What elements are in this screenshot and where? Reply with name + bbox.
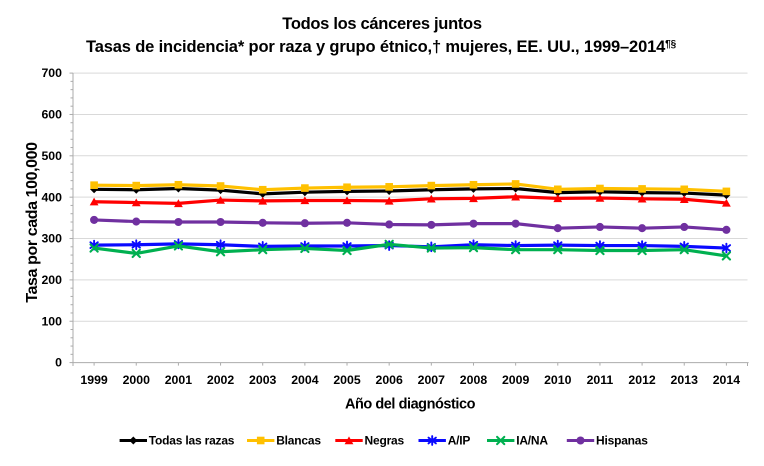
svg-text:2007: 2007 xyxy=(418,373,446,387)
svg-text:2012: 2012 xyxy=(628,373,656,387)
svg-text:0: 0 xyxy=(55,356,62,370)
svg-text:500: 500 xyxy=(41,149,62,163)
svg-text:Blancas: Blancas xyxy=(276,434,321,448)
svg-text:700: 700 xyxy=(41,66,62,80)
svg-text:Todos los cánceres juntos: Todos los cánceres juntos xyxy=(282,15,482,33)
svg-text:IA/NA: IA/NA xyxy=(516,434,548,448)
svg-text:Año del diagnóstico: Año del diagnóstico xyxy=(345,397,476,413)
svg-text:2004: 2004 xyxy=(291,373,319,387)
svg-text:Tasa por cada 100,000: Tasa por cada 100,000 xyxy=(24,142,41,303)
svg-text:2005: 2005 xyxy=(333,373,361,387)
svg-text:2003: 2003 xyxy=(249,373,277,387)
svg-text:2002: 2002 xyxy=(207,373,235,387)
svg-text:200: 200 xyxy=(41,273,62,287)
svg-text:2009: 2009 xyxy=(502,373,530,387)
svg-text:2001: 2001 xyxy=(165,373,193,387)
svg-text:400: 400 xyxy=(41,190,62,204)
svg-text:2006: 2006 xyxy=(375,373,403,387)
svg-text:100: 100 xyxy=(41,314,62,328)
svg-text:Hispanas: Hispanas xyxy=(596,434,648,448)
svg-text:600: 600 xyxy=(41,108,62,122)
svg-text:2013: 2013 xyxy=(671,373,699,387)
svg-text:A/IP: A/IP xyxy=(448,434,471,448)
svg-text:2014: 2014 xyxy=(713,373,741,387)
svg-text:2008: 2008 xyxy=(460,373,488,387)
svg-text:2010: 2010 xyxy=(544,373,572,387)
svg-text:Todas las razas: Todas las razas xyxy=(149,434,235,448)
svg-text:1999: 1999 xyxy=(80,373,108,387)
svg-text:Tasas de incidencia* por raza: Tasas de incidencia* por raza y grupo ét… xyxy=(86,38,677,56)
svg-text:2011: 2011 xyxy=(587,373,614,387)
svg-text:Negras: Negras xyxy=(365,434,405,448)
svg-text:300: 300 xyxy=(41,232,62,246)
svg-text:2000: 2000 xyxy=(123,373,151,387)
